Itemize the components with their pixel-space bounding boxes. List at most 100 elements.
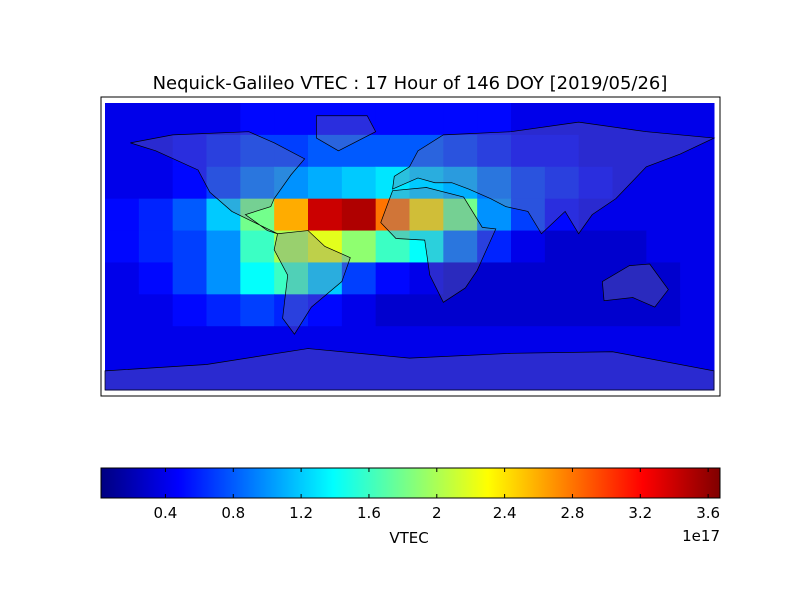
vtec-cell [375, 294, 410, 327]
vtec-cell [409, 198, 444, 232]
vtec-cell [172, 230, 207, 263]
vtec-cell [308, 166, 343, 200]
vtec-cell [274, 134, 309, 168]
vtec-cell [544, 134, 580, 168]
vtec-cell [240, 230, 275, 263]
vtec-cell [680, 166, 715, 200]
colorbar-tick-label: 2 [432, 504, 442, 522]
colorbar-offset: 1e17 [682, 527, 720, 545]
vtec-cell [409, 262, 444, 295]
vtec-cell [240, 103, 275, 136]
vtec-cell [646, 230, 681, 263]
vtec-cell [274, 103, 309, 136]
vtec-cell [646, 198, 681, 232]
land-outline [601, 263, 669, 308]
vtec-cell [206, 230, 241, 263]
vtec-cell [138, 358, 174, 391]
vtec-cell [409, 326, 444, 359]
colorbar-tick-label: 1.6 [357, 504, 381, 522]
vtec-cell [443, 103, 478, 136]
vtec-cell [646, 166, 681, 200]
vtec-cell [511, 358, 546, 391]
vtec-cell [341, 198, 377, 232]
vtec-cell [680, 198, 715, 232]
vtec-cell [511, 134, 546, 168]
colorbar-tick-label: 2.4 [493, 504, 517, 522]
colorbar: 0.4 0.8 1.2 1.6 2 2.4 2.8 3.2 3.6 [100, 467, 721, 522]
vtec-cell [172, 262, 207, 295]
vtec-cell [206, 326, 241, 359]
vtec-cell [341, 358, 377, 391]
vtec-cell [105, 166, 140, 200]
vtec-cell [680, 358, 715, 391]
vtec-cell [477, 134, 512, 168]
land-outline [380, 187, 497, 303]
vtec-cell [544, 358, 580, 391]
vtec-cell [138, 230, 174, 263]
vtec-cell [240, 262, 275, 295]
vtec-cell [544, 262, 580, 295]
vtec-cell [578, 358, 613, 391]
land-outline [104, 348, 715, 391]
vtec-cell [138, 294, 174, 327]
colorbar-tick-label: 0.4 [154, 504, 178, 522]
vtec-cell [409, 230, 444, 263]
vtec-cell [544, 166, 580, 200]
vtec-cell [680, 103, 715, 136]
vtec-cell [477, 103, 512, 136]
vtec-cell [612, 294, 647, 327]
vtec-cell [274, 198, 309, 232]
vtec-cell [138, 103, 174, 136]
vtec-cell [409, 103, 444, 136]
vtec-cell [172, 294, 207, 327]
vtec-cell [612, 198, 647, 232]
vtec-cell [172, 134, 207, 168]
vtec-cell [477, 166, 512, 200]
vtec-cell [105, 103, 140, 136]
land-outline [392, 121, 716, 235]
vtec-cell [138, 166, 174, 200]
chart-title: Nequick-Galileo VTEC : 17 Hour of 146 DO… [153, 73, 668, 94]
vtec-cell [240, 326, 275, 359]
vtec-cell [578, 166, 613, 200]
colorbar-tick-label: 2.8 [561, 504, 585, 522]
vtec-cell [477, 358, 512, 391]
vtec-cell [105, 230, 140, 263]
vtec-cell [511, 103, 546, 136]
vtec-cell [308, 103, 343, 136]
vtec-cell [646, 326, 681, 359]
vtec-cell [375, 166, 410, 200]
vtec-cell [105, 358, 140, 391]
vtec-cell [172, 326, 207, 359]
vtec-cell [578, 294, 613, 327]
vtec-cell [341, 166, 377, 200]
vtec-cell [443, 326, 478, 359]
vtec-cell [206, 294, 241, 327]
vtec-cell [138, 326, 174, 359]
vtec-cell [105, 262, 140, 295]
vtec-cell [477, 262, 512, 295]
vtec-cell [646, 294, 681, 327]
vtec-cell [612, 103, 647, 136]
vtec-cell [443, 294, 478, 327]
vtec-cell [680, 326, 715, 359]
vtec-cell [206, 103, 241, 136]
vtec-cell [680, 294, 715, 327]
vtec-cell [578, 103, 613, 136]
vtec-cell [443, 230, 478, 263]
colorbar-tick-label: 1.2 [289, 504, 313, 522]
vtec-cell [612, 230, 647, 263]
vtec-cell [443, 198, 478, 232]
vtec-cell [375, 198, 410, 232]
vtec-cell [341, 103, 377, 136]
vtec-cell [477, 198, 512, 232]
vtec-cell [544, 326, 580, 359]
vtec-cell [646, 134, 681, 168]
vtec-cell [578, 326, 613, 359]
vtec-cell [308, 262, 343, 295]
vtec-cell [477, 326, 512, 359]
vtec-cell [308, 294, 343, 327]
vtec-cell [680, 230, 715, 263]
vtec-cell [409, 294, 444, 327]
